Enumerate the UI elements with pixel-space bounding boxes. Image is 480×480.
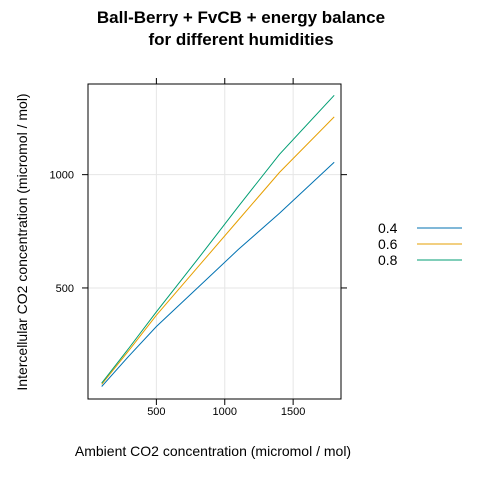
legend: 0.40.60.8 [378, 220, 462, 268]
series-line-0.8 [101, 94, 335, 384]
x-tick-label: 1500 [281, 406, 305, 418]
plot-frame [87, 83, 342, 400]
series-lines [101, 94, 335, 387]
axis-ticks: 500 1000 1500 500 1000 [50, 78, 347, 418]
legend-label: 0.8 [378, 252, 398, 268]
series-line-0.4 [101, 161, 335, 387]
legend-label: 0.4 [378, 220, 398, 236]
x-tick-label: 1000 [213, 406, 237, 418]
grid [88, 84, 341, 399]
legend-label: 0.6 [378, 236, 398, 252]
y-tick-label: 500 [56, 283, 74, 295]
x-axis-label: Ambient CO2 concentration (micromol / mo… [75, 443, 351, 459]
series-line-0.6 [101, 116, 335, 385]
chart-title-line-2: for different humidities [148, 30, 333, 49]
y-tick-label: 1000 [50, 170, 74, 182]
chart-title-line-1: Ball-Berry + FvCB + energy balance [97, 8, 385, 27]
x-tick-label: 500 [147, 406, 165, 418]
y-axis-label: Intercellular CO2 concentration (micromo… [14, 93, 30, 390]
